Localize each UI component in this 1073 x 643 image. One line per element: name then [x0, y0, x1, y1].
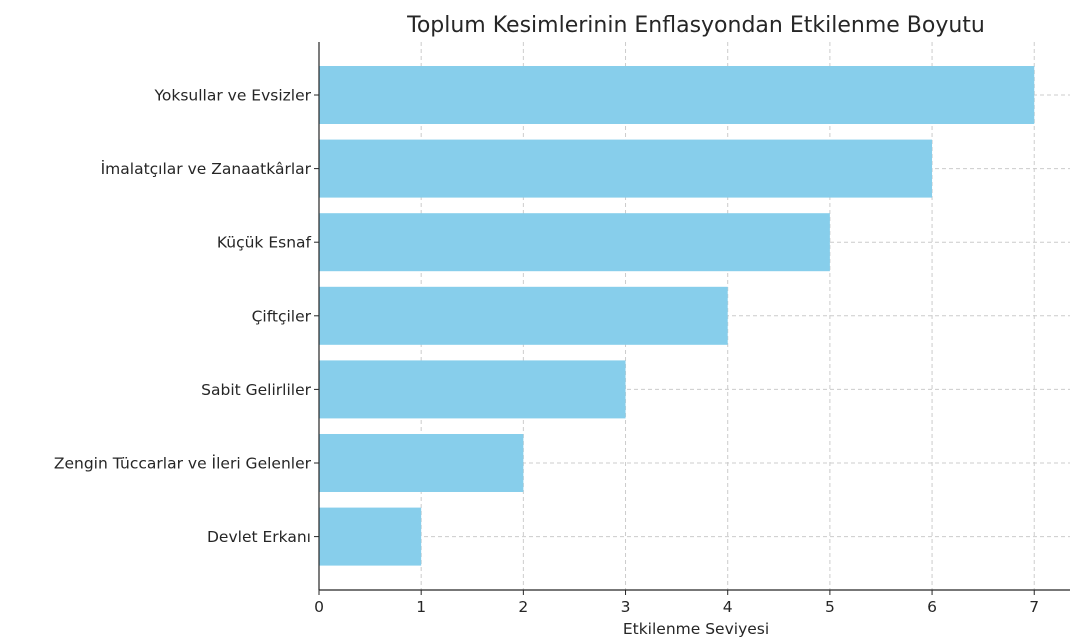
bar — [319, 360, 626, 419]
category-label: Sabit Gelirliler — [201, 381, 311, 399]
x-tick-label: 1 — [416, 598, 426, 616]
category-label: Küçük Esnaf — [217, 234, 312, 252]
category-label: Çiftçiler — [252, 307, 312, 325]
x-tick-label: 2 — [518, 598, 528, 616]
category-labels: Yoksullar ve Evsizler İmalatçılar ve Zana… — [54, 87, 312, 547]
x-tick-label: 4 — [723, 598, 733, 616]
bar — [319, 434, 524, 492]
bars — [319, 66, 1035, 566]
bar — [319, 507, 422, 566]
x-tick-labels: 0 1 2 3 4 5 6 7 — [314, 598, 1039, 616]
x-tick-label: 6 — [927, 598, 937, 616]
bar — [319, 66, 1035, 124]
x-tick-label: 3 — [621, 598, 631, 616]
x-tick-label: 7 — [1029, 598, 1039, 616]
x-tick-label: 0 — [314, 598, 324, 616]
category-label: Zengin Tüccarlar ve İleri Gelenler — [54, 454, 312, 473]
category-label: İmalatçılar ve Zanaatkârlar — [101, 159, 312, 178]
category-label: Devlet Erkanı — [207, 528, 311, 546]
x-tick-label: 5 — [825, 598, 835, 616]
bar — [319, 286, 728, 345]
bar — [319, 213, 830, 272]
category-label: Yoksullar ve Evsizler — [153, 87, 311, 105]
bar — [319, 139, 933, 198]
x-axis-label: Etkilenme Seviyesi — [623, 620, 769, 638]
axes — [314, 42, 1070, 595]
chart-title: Toplum Kesimlerinin Enflasyondan Etkilen… — [406, 13, 985, 38]
